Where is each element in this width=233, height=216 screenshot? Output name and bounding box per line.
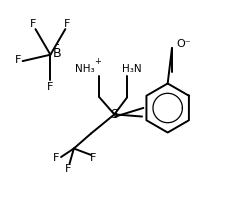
Text: H₃N: H₃N — [122, 64, 141, 74]
Text: F: F — [53, 153, 59, 163]
Text: F: F — [90, 153, 96, 163]
Text: F: F — [15, 55, 22, 65]
Text: NH₃: NH₃ — [75, 64, 94, 74]
Text: F: F — [64, 19, 71, 29]
Text: S: S — [110, 108, 118, 121]
Text: F: F — [30, 19, 37, 29]
Text: -: - — [56, 39, 59, 49]
Text: +: + — [94, 57, 101, 67]
Text: O⁻: O⁻ — [176, 39, 191, 49]
Text: B: B — [52, 47, 61, 60]
Text: F: F — [65, 164, 72, 174]
Text: F: F — [47, 82, 54, 92]
